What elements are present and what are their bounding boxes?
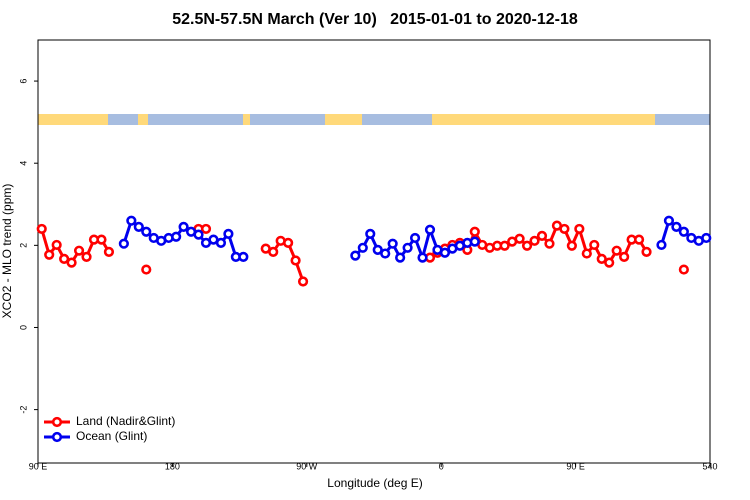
x-tick-label: 90 E — [29, 461, 48, 471]
data-point — [611, 245, 622, 256]
data-point — [395, 252, 406, 263]
y-tick-label: 6 — [18, 79, 28, 84]
chart-title: 52.5N-57.5N March (Ver 10) 2015-01-01 to… — [172, 11, 578, 28]
legend-marker — [51, 431, 63, 443]
data-point — [469, 226, 480, 237]
data-point — [357, 242, 368, 253]
data-point — [178, 221, 189, 232]
data-point — [544, 238, 555, 249]
data-point — [514, 233, 525, 244]
data-point — [574, 223, 585, 235]
data-point — [678, 264, 689, 275]
data-point — [350, 250, 361, 261]
data-point — [589, 239, 600, 251]
data-point — [73, 245, 85, 256]
data-point — [365, 228, 376, 239]
y-tick-label: -2 — [18, 406, 28, 414]
data-point — [439, 247, 451, 258]
y-tick-label: 2 — [18, 243, 28, 248]
data-point — [469, 236, 480, 247]
data-point — [59, 253, 70, 264]
data-point — [536, 230, 548, 241]
data-point — [215, 237, 227, 248]
data-point — [103, 246, 115, 258]
data-point — [238, 251, 249, 262]
legend-label: Land (Nadir&Glint) — [76, 414, 175, 428]
data-point — [566, 240, 577, 251]
data-point — [663, 215, 675, 226]
data-point — [290, 255, 301, 266]
data-point — [596, 253, 607, 264]
data-point — [633, 234, 645, 245]
data-point — [126, 215, 137, 226]
plot-frame — [37, 39, 711, 464]
data-point — [380, 248, 391, 259]
y-tick-label: 4 — [18, 161, 28, 166]
data-point — [297, 276, 309, 287]
data-point — [193, 229, 204, 240]
data-point — [96, 234, 107, 245]
data-point — [417, 252, 428, 263]
data-point — [268, 246, 279, 258]
legend-marker — [51, 416, 63, 428]
x-tick-label: 180 — [165, 461, 180, 471]
data-point — [171, 231, 182, 242]
x-axis-label: Longitude (deg E) — [327, 476, 422, 490]
data-point — [619, 251, 630, 262]
data-point — [581, 248, 592, 259]
data-point — [559, 223, 570, 235]
data-point — [678, 226, 689, 237]
data-point — [223, 228, 234, 239]
data-point — [402, 242, 413, 253]
data-point — [641, 246, 652, 258]
data-point — [36, 223, 47, 235]
data-point — [671, 221, 682, 232]
x-tick-label: 540 — [702, 461, 717, 471]
data-point — [118, 238, 129, 249]
x-tick-label: 90 W — [296, 461, 318, 471]
land-ocean-strip — [38, 114, 710, 125]
data-point — [141, 264, 152, 275]
legend-label: Ocean (Glint) — [76, 429, 147, 443]
data-point — [499, 240, 510, 251]
y-tick-label: 0 — [18, 325, 28, 330]
data-point — [44, 249, 55, 260]
data-point — [81, 251, 92, 262]
data-point — [424, 224, 436, 235]
data-point — [200, 223, 212, 235]
data-point — [521, 240, 533, 251]
x-tick-label: 0 — [439, 461, 444, 471]
data-point — [701, 232, 712, 244]
data-point — [51, 239, 62, 251]
y-axis-label: XCO2 - MLO trend (ppm) — [0, 184, 14, 319]
data-point — [409, 232, 421, 244]
data-point — [133, 221, 144, 232]
data-point — [372, 244, 383, 255]
data-point — [66, 257, 77, 268]
data-point — [283, 237, 294, 248]
data-point — [529, 235, 540, 246]
data-point — [141, 226, 152, 237]
data-point — [387, 238, 398, 249]
data-point — [604, 257, 615, 268]
data-point — [656, 239, 667, 251]
x-tick-label: 90 E — [566, 461, 585, 471]
